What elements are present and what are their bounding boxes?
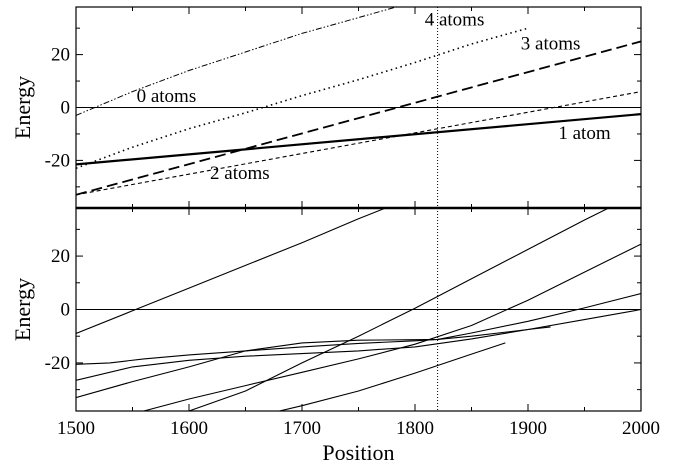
x-tick-label: 1600 <box>170 418 208 439</box>
series-line-2 <box>76 114 641 164</box>
series-line-4 <box>76 41 641 194</box>
x-tick-label: 1800 <box>396 418 434 439</box>
y-axis-title-bottom: Energy <box>10 278 35 341</box>
bottom-panel: -20 0 20 1500 1600 1700 1800 1900 2000 <box>45 192 660 439</box>
series-annotation: 2 atoms <box>210 163 270 184</box>
x-axis-title: Position <box>322 440 394 465</box>
series-line-5 <box>144 244 641 411</box>
y-tick-label: 0 <box>61 300 71 321</box>
x-tick-label: 1900 <box>509 418 547 439</box>
top-panel: -20 0 20 0 atoms 1 atom 2 atoms 3 atoms 4 atoms <box>45 0 641 208</box>
y-tick-label: -20 <box>45 150 70 171</box>
series-line-3 <box>76 310 641 381</box>
series-line-7 <box>189 192 641 411</box>
series-line-1 <box>76 205 392 333</box>
x-tick-label: 1700 <box>283 418 321 439</box>
series-annotation: 3 atoms <box>521 33 581 54</box>
series-annotation: 0 atoms <box>137 86 197 107</box>
y-tick-label: 0 <box>61 98 71 119</box>
y-tick-label: -20 <box>45 353 70 374</box>
series-annotation: 1 atom <box>558 123 610 144</box>
series-annotation: 4 atoms <box>425 10 485 31</box>
series-line-2 <box>76 327 551 364</box>
y-tick-label: 20 <box>51 45 70 66</box>
x-tick-label: 2000 <box>622 418 660 439</box>
y-tick-label: 20 <box>51 246 70 267</box>
x-tick-label: 1500 <box>57 418 95 439</box>
y-axis-title-top: Energy <box>10 76 35 139</box>
